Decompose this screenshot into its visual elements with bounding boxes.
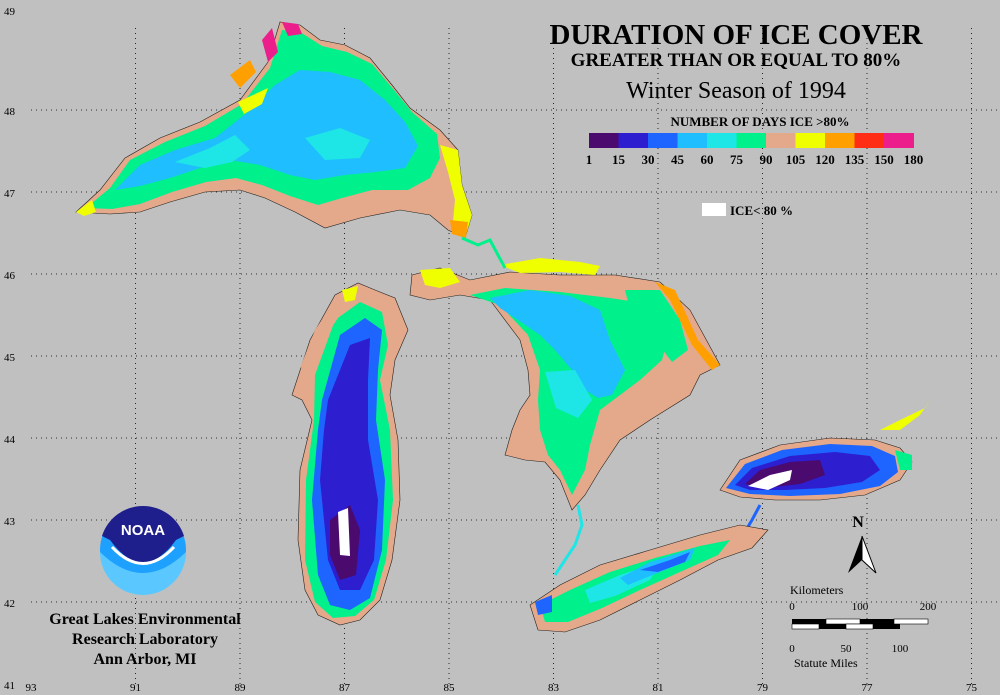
latitude-label: 45 (4, 352, 16, 364)
latitude-label: 49 (4, 6, 16, 18)
scale-km-tick-1: 100 (852, 601, 869, 613)
legend-swatch (707, 133, 737, 148)
legend-label: 135 (845, 152, 865, 167)
latitude-label: 48 (4, 106, 16, 118)
title-line-2: GREATER THAN OR EQUAL TO 80% (571, 50, 902, 71)
longitude-labels: 93 91 89 87 85 83 81 79 77 75 (26, 682, 978, 694)
lake-michigan (291, 282, 409, 626)
scale-km-tick-2: 200 (920, 601, 937, 613)
legend-swatch (736, 133, 767, 148)
legend-label: 75 (730, 152, 744, 167)
latitude-labels: 49 48 47 46 45 44 43 42 41 (4, 6, 16, 692)
latitude-label: 47 (4, 188, 16, 200)
legend-label: 60 (701, 152, 714, 167)
legend-swatch (825, 133, 855, 148)
title-line-3: Winter Season of 1994 (626, 78, 846, 104)
latitude-label: 41 (4, 680, 15, 692)
longitude-label: 83 (548, 682, 560, 694)
st-marys-river (461, 236, 507, 269)
title-line-1: DURATION OF ICE COVER (550, 19, 924, 51)
scale-km-title: Kilometers (790, 583, 844, 597)
legend-swatch (648, 133, 678, 148)
longitude-label: 89 (235, 682, 247, 694)
longitude-label: 93 (26, 682, 38, 694)
longitude-label: 85 (444, 682, 456, 694)
legend-label: 90 (760, 152, 773, 167)
latitude-label: 43 (4, 516, 16, 528)
lake-erie (529, 524, 769, 633)
legend-label: 105 (786, 152, 806, 167)
legend-swatches (589, 133, 914, 148)
longitude-label: 91 (130, 682, 141, 694)
longitude-label: 81 (653, 682, 664, 694)
lake-superior (75, 21, 473, 239)
legend-label: 120 (815, 152, 835, 167)
latitude-label: 42 (4, 598, 15, 610)
legend-label: 30 (642, 152, 655, 167)
legend-label: 15 (612, 152, 626, 167)
longitude-label: 87 (339, 682, 351, 694)
scale-mi-tick-2: 100 (892, 643, 909, 655)
legend-label: 150 (874, 152, 894, 167)
scale-bar: Kilometers 0 100 200 0 50 100 Statute Mi… (789, 583, 937, 670)
scale-mi-tick-0: 0 (789, 643, 795, 655)
longitude-label: 79 (757, 682, 769, 694)
legend-heading: NUMBER OF DAYS ICE >80% (670, 114, 849, 129)
institution-line-1: Great Lakes Environmental (49, 611, 241, 628)
latitude-label: 46 (4, 270, 16, 282)
north-arrow-icon (848, 536, 862, 573)
noaa-logo: NOAA (100, 505, 186, 595)
scale-mi-tick-1: 50 (841, 643, 853, 655)
legend-swatch (618, 133, 649, 148)
institution-line-3: Ann Arbor, MI (94, 651, 197, 668)
noaa-logo-text: NOAA (121, 522, 165, 539)
legend-label: 1 (586, 152, 593, 167)
lake-ontario (719, 400, 930, 501)
legend-swatch (854, 133, 885, 148)
legend-swatch (766, 133, 796, 148)
legend-swatch (795, 133, 826, 148)
north-label: N (852, 514, 864, 531)
latitude-label: 44 (4, 434, 16, 446)
st-clair-detroit-river (553, 504, 584, 576)
lake-huron (409, 258, 721, 511)
legend-label: 45 (671, 152, 685, 167)
longitude-label: 77 (862, 682, 874, 694)
legend-swatch (884, 133, 914, 148)
legend-label: 180 (904, 152, 924, 167)
institution-line-2: Research Laboratory (72, 631, 218, 648)
legend-labels: 1 15 30 45 60 75 90 105 120 135 150 180 (586, 152, 924, 167)
scale-mi-title: Statute Miles (794, 656, 858, 670)
north-arrow: N (848, 514, 877, 574)
legend-below-swatch (702, 203, 726, 216)
longitude-label: 75 (966, 682, 978, 694)
legend-swatch (677, 133, 708, 148)
legend-swatch (589, 133, 619, 148)
scale-km-tick-0: 0 (789, 601, 795, 613)
legend-below-label: ICE< 80 % (730, 203, 793, 218)
